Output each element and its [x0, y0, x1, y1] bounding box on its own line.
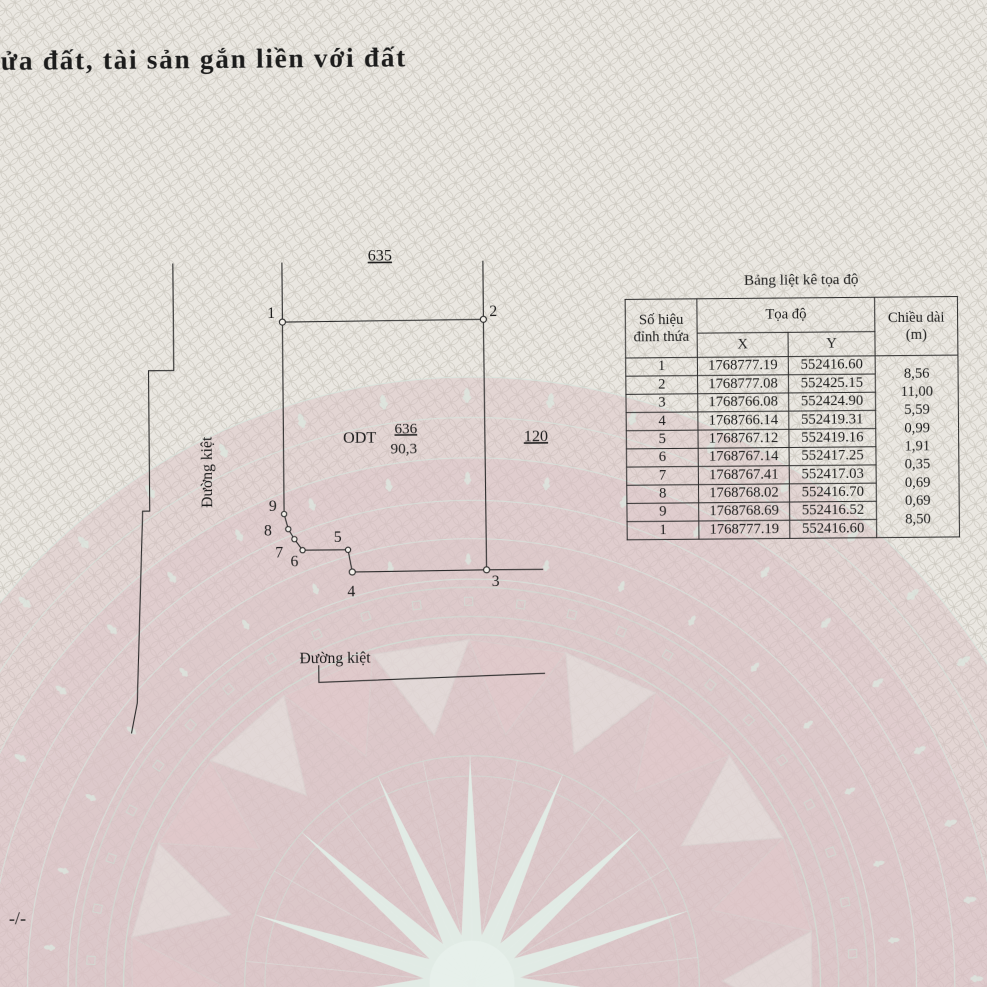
svg-text:6: 6 [291, 553, 299, 570]
svg-text:8: 8 [264, 522, 272, 539]
svg-text:Đường kiệt: Đường kiệt [199, 436, 217, 508]
svg-text:2: 2 [489, 303, 497, 320]
svg-text:5: 5 [334, 529, 342, 546]
svg-text:4: 4 [347, 583, 355, 600]
svg-text:Đường kiệt: Đường kiệt [299, 650, 371, 668]
svg-text:9: 9 [269, 498, 277, 515]
svg-text:ODT: ODT [343, 430, 376, 447]
svg-text:120: 120 [524, 428, 548, 445]
svg-text:90,3: 90,3 [391, 440, 418, 457]
svg-text:636: 636 [394, 420, 417, 437]
svg-text:635: 635 [368, 248, 392, 265]
svg-text:3: 3 [492, 573, 500, 590]
svg-text:1: 1 [267, 305, 275, 322]
svg-text:7: 7 [275, 544, 283, 561]
